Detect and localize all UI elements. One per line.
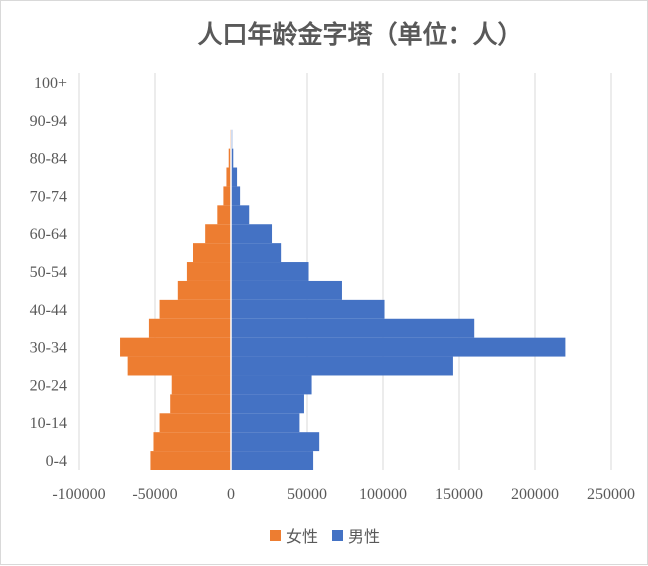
bar-female-25-29 <box>128 357 231 376</box>
y-tick-label-2: 20-24 <box>30 377 67 394</box>
x-axis-tick-labels: -100000 -50000 0 50000 100000 150000 200000 250… <box>52 486 635 503</box>
y-tick-label-4: 40-44 <box>30 302 67 319</box>
y-tick-label-3: 30-34 <box>30 340 67 357</box>
bar-male-55-59 <box>231 243 281 262</box>
bar-male-50-54 <box>231 262 309 281</box>
bar-male-75-79 <box>231 168 237 187</box>
bar-female-15-19 <box>170 394 231 413</box>
bar-male-5-9 <box>231 432 319 451</box>
legend-swatch-female <box>270 530 281 541</box>
bar-female-60-64 <box>205 224 231 243</box>
bar-male-70-74 <box>231 186 240 205</box>
bar-female-30-34 <box>120 338 231 357</box>
legend-swatch-male <box>332 530 343 541</box>
bars <box>120 73 565 470</box>
y-tick-label-0: 0-4 <box>46 453 67 470</box>
y-axis-tick-labels: 0-4 10-14 20-24 30-34 40-44 50-54 60-64 70-74 80… <box>30 75 67 470</box>
y-tick-label-9: 90-94 <box>30 113 67 130</box>
y-tick-label-5: 50-54 <box>30 264 67 281</box>
legend: 女性 男性 <box>1 523 648 547</box>
x-tick-label-3: 50000 <box>287 486 327 503</box>
bar-female-0-4 <box>150 451 231 470</box>
bar-female-40-44 <box>160 300 231 319</box>
x-tick-label-6: 200000 <box>511 486 559 503</box>
x-tick-label-4: 100000 <box>359 486 407 503</box>
bar-male-15-19 <box>231 394 304 413</box>
y-tick-label-6: 60-64 <box>30 226 67 243</box>
bar-female-10-14 <box>160 413 231 432</box>
bar-male-65-69 <box>231 205 249 224</box>
bar-female-50-54 <box>187 262 231 281</box>
bar-male-25-29 <box>231 357 453 376</box>
bar-female-5-9 <box>153 432 231 451</box>
y-tick-label-10: 100+ <box>34 75 67 92</box>
y-tick-label-1: 10-14 <box>30 415 67 432</box>
x-tick-label-5: 150000 <box>435 486 483 503</box>
bar-male-10-14 <box>231 413 299 432</box>
bar-female-20-24 <box>172 375 231 394</box>
bar-male-40-44 <box>231 300 385 319</box>
bar-male-60-64 <box>231 224 272 243</box>
gridlines <box>79 73 611 470</box>
bar-male-45-49 <box>231 281 342 300</box>
bar-female-45-49 <box>178 281 231 300</box>
legend-item-male: 男性 <box>332 523 380 547</box>
x-tick-label-7: 250000 <box>587 486 635 503</box>
bar-male-30-34 <box>231 338 565 357</box>
bar-female-70-74 <box>223 186 231 205</box>
y-tick-label-7: 70-74 <box>30 188 67 205</box>
legend-item-female: 女性 <box>270 523 318 547</box>
bar-female-65-69 <box>217 205 231 224</box>
bar-female-55-59 <box>193 243 231 262</box>
bar-male-20-24 <box>231 375 312 394</box>
bar-female-35-39 <box>149 319 231 338</box>
x-tick-label-0: -100000 <box>52 486 105 503</box>
legend-label-female: 女性 <box>286 523 318 547</box>
legend-label-male: 男性 <box>348 523 380 547</box>
y-tick-label-8: 80-84 <box>30 151 67 168</box>
bar-male-0-4 <box>231 451 313 470</box>
bar-male-35-39 <box>231 319 474 338</box>
x-tick-label-1: -50000 <box>132 486 177 503</box>
x-tick-label-2: 0 <box>227 486 235 503</box>
